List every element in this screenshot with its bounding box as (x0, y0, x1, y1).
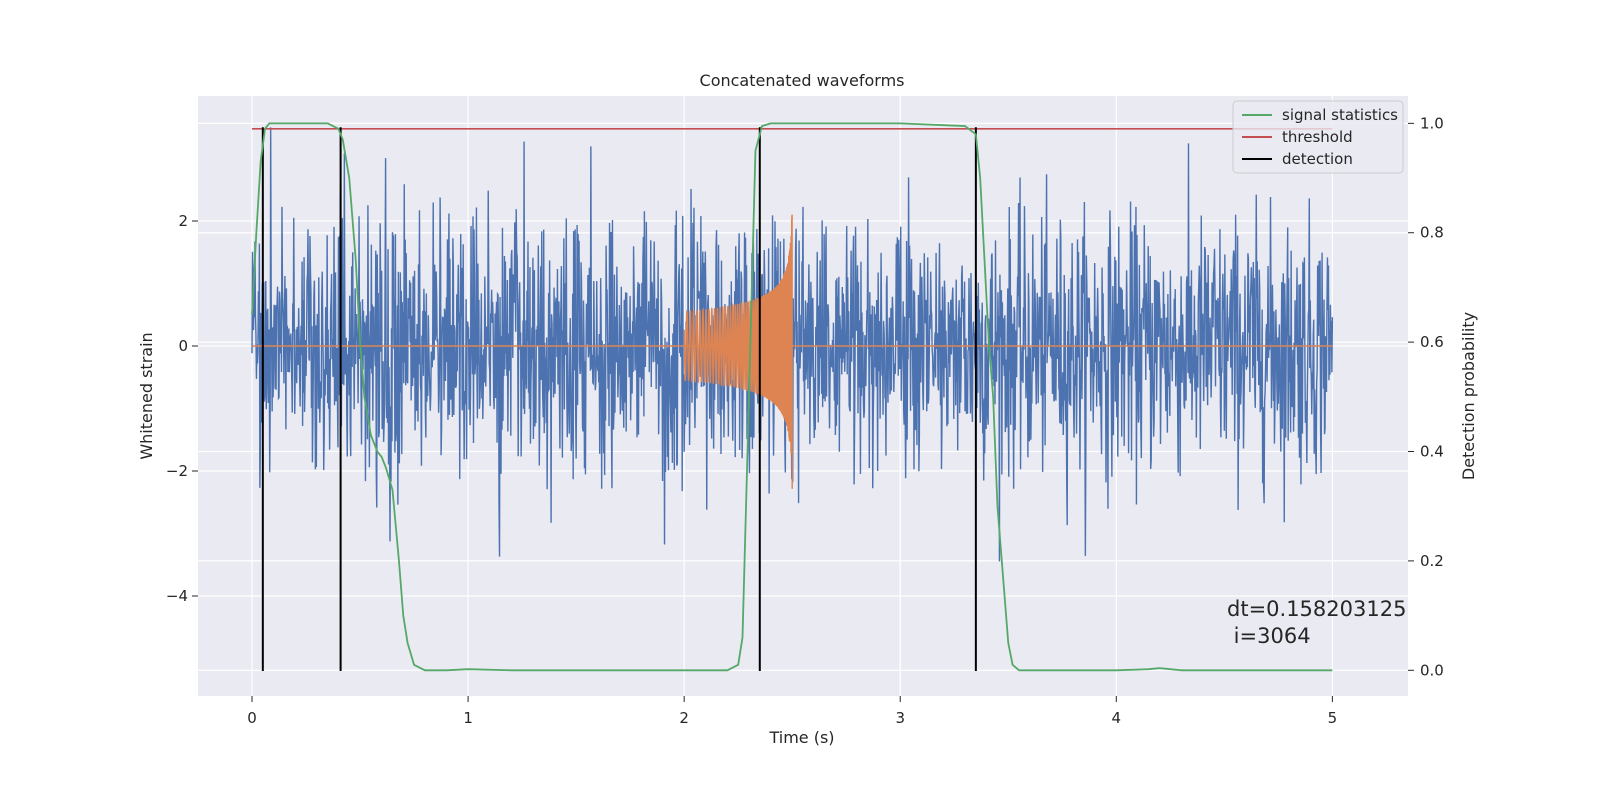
y-right-tick-label-2: 0.4 (1420, 443, 1444, 461)
legend-label-signal-statistics: signal statistics (1282, 106, 1398, 124)
legend-label-detection: detection (1282, 150, 1353, 168)
x-tick-label-1: 1 (463, 709, 473, 727)
annotation-dt: dt=0.158203125 (1227, 597, 1406, 621)
legend-label-threshold: threshold (1282, 128, 1353, 146)
y-tick-label-3: 2 (178, 212, 188, 230)
signal-statistics-line (251, 122, 1333, 672)
y-tick-label-1: −2 (166, 462, 188, 480)
y-axis-ticks: −4 −2 0 2 (166, 212, 198, 605)
y-axis-right-ticks: 0.0 0.2 0.4 0.6 0.8 1.0 (1408, 114, 1444, 679)
x-tick-label-3: 3 (895, 709, 905, 727)
injection-series (252, 214, 1333, 489)
x-tick-label-5: 5 (1328, 709, 1338, 727)
signal-statistics-series (251, 122, 1333, 672)
y-right-tick-label-0: 0.0 (1420, 661, 1444, 679)
x-tick-label-0: 0 (247, 709, 257, 727)
y-right-tick-label-1: 0.2 (1420, 552, 1444, 570)
injection-line (683, 214, 793, 489)
y-right-tick-label-3: 0.6 (1420, 333, 1444, 351)
y-right-tick-label-5: 1.0 (1420, 114, 1444, 132)
y-tick-label-0: −4 (166, 587, 188, 605)
x-tick-label-2: 2 (679, 709, 689, 727)
x-axis-label: Time (s) (768, 728, 834, 747)
annotation-i: i=3064 (1227, 624, 1311, 648)
legend: signal statistics threshold detection (1232, 100, 1404, 174)
y-axis-right-label: Detection probability (1459, 312, 1478, 480)
y-tick-label-2: 0 (178, 337, 188, 355)
y-right-tick-label-4: 0.8 (1420, 224, 1444, 242)
y-axis-label: Whitened strain (137, 332, 156, 459)
legend-box (1232, 100, 1404, 174)
x-tick-label-4: 4 (1112, 709, 1122, 727)
detection-series (261, 127, 977, 671)
chart-title: Concatenated waveforms (700, 71, 905, 90)
x-axis-ticks: 0 1 2 3 4 5 (247, 696, 1337, 727)
